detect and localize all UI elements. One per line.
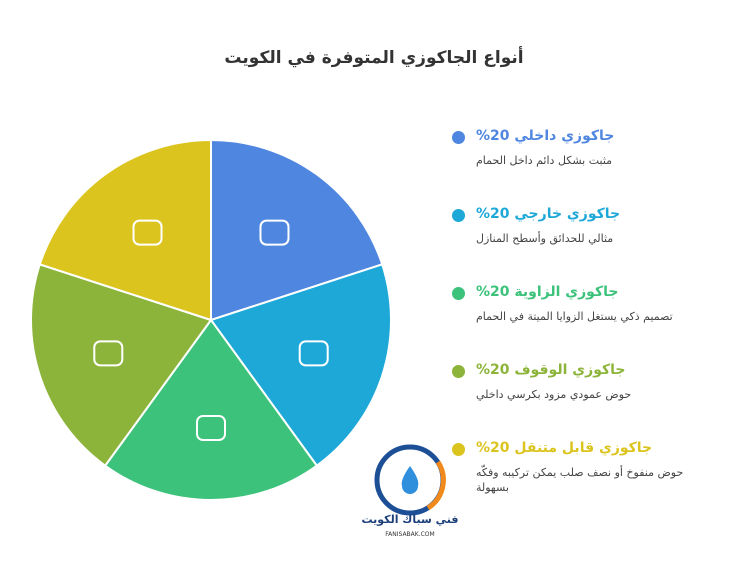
- legend-dot: [452, 131, 465, 144]
- legend-title: جاكوزي خارجي 20%: [476, 206, 708, 222]
- legend-name: جاكوزي الوقوف: [514, 362, 626, 378]
- legend-dot: [452, 209, 465, 222]
- legend-dot: [452, 443, 465, 456]
- legend-dot: [452, 287, 465, 300]
- legend-item: جاكوزي قابل متنقل 20% حوض منفوخ أو نصف صل…: [476, 440, 708, 495]
- legend-item: جاكوزي الوقوف 20% حوض عمودي مزود بكرسي دا…: [476, 362, 708, 402]
- logo-url: FANISABAK.COM: [385, 531, 434, 538]
- legend-name: جاكوزي داخلي: [514, 128, 615, 144]
- legend-name: جاكوزي الزاوية: [514, 284, 619, 300]
- value-label: 20%: [476, 128, 510, 144]
- slice-icon: [132, 219, 163, 246]
- logo: فني سباك الكويت FANISABAK.COM: [362, 444, 459, 538]
- pie-slice: [38, 138, 212, 322]
- legend-description: مثبت بشكل دائم داخل الحمام: [476, 154, 613, 167]
- legend-title: جاكوزي داخلي 20%: [476, 128, 708, 144]
- slice-icon: [298, 340, 329, 367]
- pie-slice: [103, 318, 319, 501]
- legend-item: جاكوزي داخلي 20% مثبت بشكل دائم داخل الحم…: [476, 128, 708, 168]
- slice-icon: [259, 219, 290, 246]
- value-label: 20%: [476, 440, 510, 456]
- slice-icon: [93, 340, 124, 367]
- legend-title: جاكوزي الزاوية 20%: [476, 284, 708, 300]
- legend-name: جاكوزي خارجي: [514, 206, 621, 222]
- pie-slice: [210, 138, 384, 322]
- legend-item: جاكوزي خارجي 20% مثالي للحدائق وأسطح المن…: [476, 206, 708, 246]
- value-label: 20%: [476, 206, 510, 222]
- legend-description: حوض عمودي مزود بكرسي داخلي: [476, 388, 632, 401]
- pie-slice: [209, 263, 392, 468]
- pie-slice: [30, 263, 213, 468]
- legend-item: جاكوزي الزاوية 20% تصميم ذكي يستغل الزواي…: [476, 284, 708, 324]
- legend-description: حوض منفوخ أو نصف صلب يمكن تركيبه وفكّه ب…: [476, 466, 684, 494]
- legend-title: جاكوزي قابل متنقل 20%: [476, 440, 708, 456]
- value-label: 20%: [476, 284, 510, 300]
- legend-dot: [452, 365, 465, 378]
- legend-description: مثالي للحدائق وأسطح المنازل: [476, 232, 614, 245]
- legend-title: جاكوزي الوقوف 20%: [476, 362, 708, 378]
- slice-icon: [196, 415, 226, 441]
- legend-description: تصميم ذكي يستغل الزوايا الميتة في الحمام: [476, 310, 673, 323]
- legend-name: جاكوزي قابل متنقل: [514, 440, 653, 456]
- logo-name: فني سباك الكويت: [362, 513, 459, 526]
- value-label: 20%: [476, 362, 510, 378]
- chart-title: أنواع الجاكوزي المتوفرة في الكويت: [224, 48, 524, 68]
